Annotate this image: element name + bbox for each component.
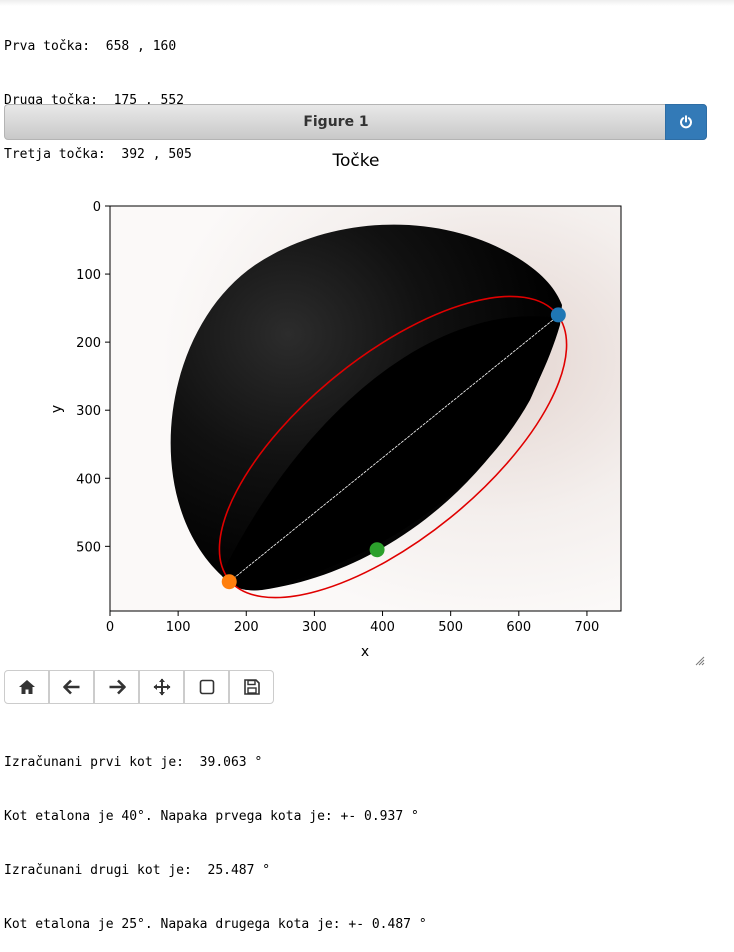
data-point (221, 574, 237, 590)
y-tick-label: 400 (76, 472, 101, 487)
y-axis: 0 100 200 300 400 500 (76, 200, 110, 555)
y-tick-label: 300 (76, 404, 101, 419)
y-tick-label: 100 (76, 268, 101, 283)
cell-top-edge (0, 0, 734, 6)
x-tick-label: 600 (506, 620, 531, 635)
x-tick-label: 0 (106, 620, 114, 635)
x-tick-label: 100 (166, 620, 191, 635)
chart-title: Točke (332, 151, 380, 171)
x-axis-label: x (361, 644, 369, 660)
arrow-left-icon (63, 679, 80, 695)
move-icon (153, 678, 171, 696)
power-icon (680, 115, 692, 129)
x-tick-label: 400 (370, 620, 395, 635)
diameter-line (228, 314, 560, 583)
output-line-third-point: Tretja točka: 392 , 505 (4, 147, 192, 162)
output-line-second-angle: Izračunani drugi kot je: 25.487 ° (4, 863, 271, 878)
output-line-first-angle: Izračunani prvi kot je: 39.063 ° (4, 755, 263, 770)
zoom-rect-icon (199, 679, 215, 695)
x-tick-label: 500 (438, 620, 463, 635)
x-axis: 0 100 200 300 400 500 600 700 (106, 611, 599, 635)
home-icon (19, 680, 35, 694)
home-button[interactable] (4, 670, 49, 704)
data-point (550, 307, 566, 323)
zoom-button[interactable] (184, 670, 229, 704)
x-tick-label: 300 (302, 620, 327, 635)
figure-header: Figure 1 (4, 104, 707, 140)
y-tick-label: 200 (76, 336, 101, 351)
axes-frame (109, 205, 622, 612)
resize-handle-icon[interactable] (693, 654, 705, 666)
y-axis-label: y (49, 405, 65, 413)
arrow-right-icon (109, 679, 126, 695)
plot-background-image (110, 206, 621, 611)
data-points (221, 307, 566, 590)
x-tick-label: 700 (575, 620, 600, 635)
data-point (369, 542, 385, 558)
bottom-output: Izračunani prvi kot je: 39.063 ° Kot eta… (4, 718, 427, 952)
figure-title: Figure 1 (303, 114, 369, 130)
save-icon (244, 679, 260, 695)
save-button[interactable] (229, 670, 274, 704)
back-button[interactable] (49, 670, 94, 704)
close-figure-button[interactable] (665, 104, 707, 140)
forward-button[interactable] (94, 670, 139, 704)
output-line-second-error: Kot etalona je 25°. Napaka drugega kota … (4, 917, 427, 932)
output-line-first-point: Prva točka: 658 , 160 (4, 39, 177, 54)
output-line-first-error: Kot etalona je 40°. Napaka prvega kota j… (4, 809, 419, 824)
y-tick-label: 500 (76, 540, 101, 555)
figure-canvas[interactable]: Točke 0 100 200 300 400 500 0 100 200 300 400 500 6… (0, 145, 734, 665)
x-tick-label: 200 (234, 620, 259, 635)
y-tick-label: 0 (93, 200, 101, 215)
pan-button[interactable] (139, 670, 184, 704)
